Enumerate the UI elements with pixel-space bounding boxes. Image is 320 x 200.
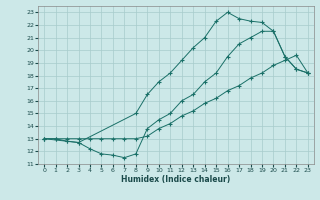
X-axis label: Humidex (Indice chaleur): Humidex (Indice chaleur) xyxy=(121,175,231,184)
